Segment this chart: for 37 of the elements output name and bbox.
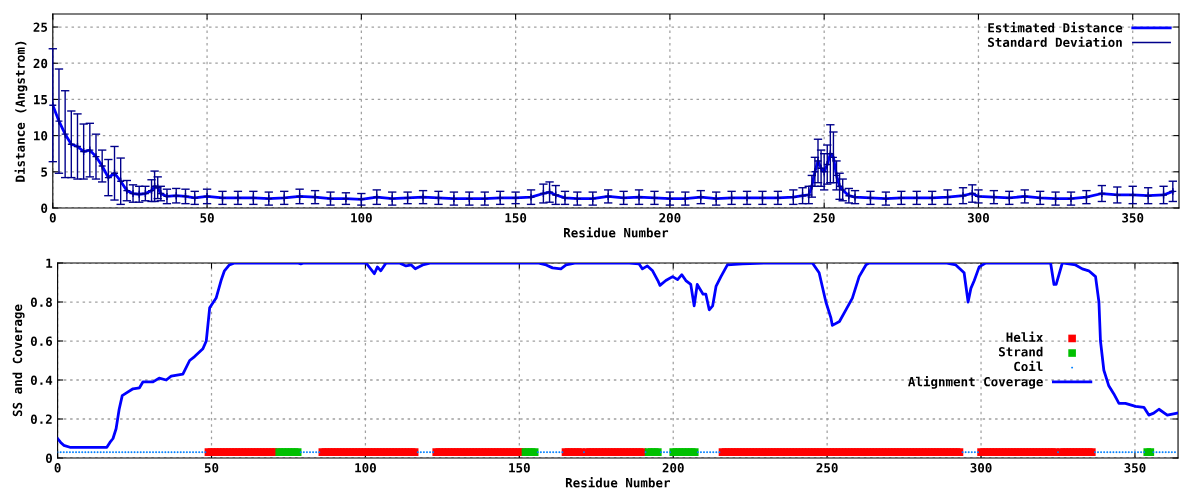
x-axis-title: Residue Number [565,477,670,488]
x-tick-label: 200 [662,463,684,473]
y-tick-label: 25 [33,22,48,32]
legend-label: Coil [1014,360,1043,372]
y-tick-label: 0 [41,203,48,213]
y-axis-title: SS and Coverage [12,304,25,417]
legend-label: Alignment Coverage [908,376,1043,389]
legend-label: Estimated Distance [988,22,1123,33]
x-tick-label: 300 [967,213,989,223]
y-tick-label: 10 [34,131,48,141]
legend-label: Standard Deviation [988,36,1122,48]
y-tick-label: 0.6 [30,336,53,346]
y-tick-label: 1 [46,258,53,268]
x-tick-label: 300 [970,463,992,473]
y-tick-label: 0 [45,453,52,463]
x-tick-label: 350 [1124,463,1146,473]
x-axis-title: Residue Number [564,227,669,238]
y-tick-label: 20 [33,58,48,69]
x-tick-label: 150 [509,463,530,473]
x-tick-label: 100 [351,213,372,223]
y-axis-title: Distance (Angstrom) [14,41,28,182]
y-tick-label: 5 [41,167,48,177]
legend-label: Helix [1006,331,1044,342]
x-tick-label: 150 [505,213,527,223]
x-tick-label: 200 [659,213,681,223]
x-tick-label: 350 [1122,213,1144,223]
x-tick-label: 100 [355,463,376,473]
x-tick-label: 250 [813,213,835,223]
x-tick-label: 50 [200,213,214,223]
x-tick-label: 50 [204,463,219,473]
y-tick-label: 0.2 [30,414,52,424]
x-tick-label: 250 [816,463,838,473]
y-tick-label: 15 [34,95,48,105]
y-tick-label: 0.4 [30,375,53,385]
legend-label: Strand [998,346,1043,357]
x-tick-label: 0 [54,463,61,473]
y-tick-label: 0.8 [30,297,52,307]
